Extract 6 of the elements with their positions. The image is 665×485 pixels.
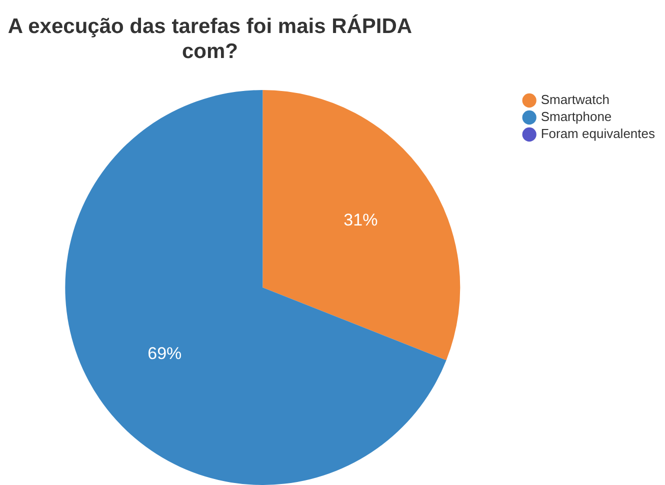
- legend-label: Smartwatch: [540, 92, 610, 108]
- data-label: 31%: [344, 210, 378, 230]
- data-label: 69%: [148, 344, 182, 363]
- chart-title: A execução das tarefas foi mais RÁPIDA com?: [6, 14, 414, 64]
- legend-label: Smartphone: [540, 109, 612, 124]
- legend-label: Foram equivalentes: [540, 126, 656, 142]
